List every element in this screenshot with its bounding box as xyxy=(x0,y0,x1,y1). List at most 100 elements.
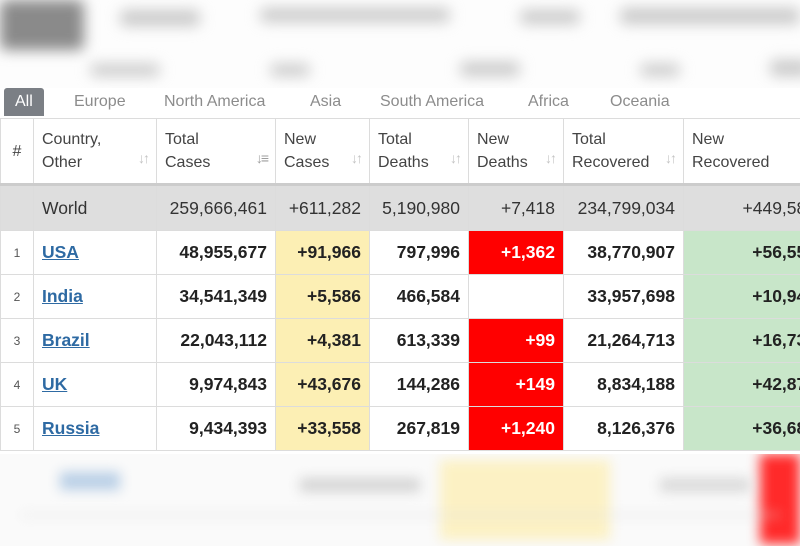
new-cases-cell: +5,586 xyxy=(275,274,370,319)
table-row: 3 Brazil 22,043,112 +4,381 613,339 +99 2… xyxy=(0,318,800,363)
total-recovered-cell: 8,126,376 xyxy=(563,406,684,451)
col-header-new-recovered[interactable]: New Recovered ↓↑ xyxy=(683,118,800,186)
sort-arrows-icon[interactable]: ↓↑ xyxy=(545,150,557,166)
new-cases-cell: +611,282 xyxy=(275,184,370,231)
col-header-new-deaths-line2: Deaths xyxy=(477,154,528,171)
new-deaths-cell: +99 xyxy=(468,318,564,363)
sort-arrows-icon[interactable]: ↓↑ xyxy=(351,150,363,166)
tab-africa[interactable]: Africa xyxy=(528,93,569,110)
new-cases-cell: +33,558 xyxy=(275,406,370,451)
total-deaths-cell: 267,819 xyxy=(369,406,469,451)
rank-cell xyxy=(0,184,34,231)
new-recovered-cell: +10,949 xyxy=(683,274,800,319)
country-cell: Brazil xyxy=(33,318,157,363)
col-header-total-deaths-line1: Total xyxy=(378,131,412,148)
rank-cell: 3 xyxy=(0,318,34,363)
new-recovered-cell: +36,682 xyxy=(683,406,800,451)
col-header-country-line2: Other xyxy=(42,154,83,171)
new-deaths-cell: +149 xyxy=(468,362,564,407)
total-deaths-cell: 613,339 xyxy=(369,318,469,363)
col-header-total-recovered[interactable]: Total Recovered ↓↑ xyxy=(563,118,684,186)
tab-all[interactable]: All xyxy=(4,88,44,116)
col-header-new-deaths-line1: New xyxy=(477,131,510,148)
rank-cell: 5 xyxy=(0,406,34,451)
col-header-country-line1: Country, xyxy=(42,131,102,148)
tab-asia[interactable]: Asia xyxy=(310,93,342,110)
total-deaths-cell: 144,286 xyxy=(369,362,469,407)
region-tabs: All Europe North America Asia South Amer… xyxy=(0,88,800,118)
total-cases-cell: 9,434,393 xyxy=(156,406,276,451)
total-cases-cell: 22,043,112 xyxy=(156,318,276,363)
col-header-total-cases[interactable]: Total Cases ↓≡ xyxy=(156,118,276,186)
total-cases-cell: 9,974,843 xyxy=(156,362,276,407)
col-header-country[interactable]: Country, Other ↓↑ xyxy=(33,118,157,186)
sort-arrows-icon[interactable]: ↓↑ xyxy=(665,150,677,166)
col-header-new-deaths[interactable]: New Deaths ↓↑ xyxy=(468,118,564,186)
blurred-page-header xyxy=(0,0,800,92)
new-cases-cell: +91,966 xyxy=(275,230,370,275)
new-deaths-cell: +1,240 xyxy=(468,406,564,451)
total-recovered-cell: 33,957,698 xyxy=(563,274,684,319)
new-cases-cell: +4,381 xyxy=(275,318,370,363)
tab-north-america[interactable]: North America xyxy=(164,93,266,110)
new-deaths-cell xyxy=(468,274,564,319)
tab-europe[interactable]: Europe xyxy=(74,93,126,110)
sort-arrows-icon[interactable]: ↓↑ xyxy=(450,150,462,166)
country-link[interactable]: Brazil xyxy=(42,330,90,350)
col-header-new-recovered-line1: New xyxy=(692,131,725,148)
total-recovered-cell: 21,264,713 xyxy=(563,318,684,363)
country-link[interactable]: Russia xyxy=(42,418,100,438)
world-total-row: World 259,666,461 +611,282 5,190,980 +7,… xyxy=(0,184,800,231)
col-header-rank[interactable]: # xyxy=(0,118,34,186)
col-header-rank-label: # xyxy=(12,142,22,160)
table-row: 2 India 34,541,349 +5,586 466,584 33,957… xyxy=(0,274,800,319)
sort-descending-icon[interactable]: ↓≡ xyxy=(255,150,269,166)
tab-oceania[interactable]: Oceania xyxy=(610,93,670,110)
new-cases-cell: +43,676 xyxy=(275,362,370,407)
tab-south-america[interactable]: South America xyxy=(380,93,485,110)
total-deaths-cell: 5,190,980 xyxy=(369,184,469,231)
new-recovered-cell: +449,583 xyxy=(683,184,800,231)
col-header-total-recovered-line1: Total xyxy=(572,131,606,148)
total-deaths-cell: 797,996 xyxy=(369,230,469,275)
total-recovered-cell: 38,770,907 xyxy=(563,230,684,275)
col-header-new-cases-line1: New xyxy=(284,131,317,148)
country-cell: World xyxy=(33,184,157,231)
table-row: 5 Russia 9,434,393 +33,558 267,819 +1,24… xyxy=(0,406,800,451)
country-link[interactable]: USA xyxy=(42,242,79,262)
col-header-new-cases-line2: Cases xyxy=(284,154,330,171)
table-header-row: # Country, Other ↓↑ Total Cases ↓≡ New C… xyxy=(0,118,800,186)
table-row: 4 UK 9,974,843 +43,676 144,286 +149 8,83… xyxy=(0,362,800,407)
col-header-total-recovered-line2: Recovered xyxy=(572,154,650,171)
new-deaths-cell: +1,362 xyxy=(468,230,564,275)
country-cell: USA xyxy=(33,230,157,275)
total-cases-cell: 259,666,461 xyxy=(156,184,276,231)
rank-cell: 2 xyxy=(0,274,34,319)
blurred-table-continuation xyxy=(0,454,800,546)
new-deaths-cell: +7,418 xyxy=(468,184,564,231)
new-recovered-cell: +42,873 xyxy=(683,362,800,407)
col-header-total-cases-line1: Total xyxy=(165,131,199,148)
col-header-total-deaths-line2: Deaths xyxy=(378,154,429,171)
rank-cell: 1 xyxy=(0,230,34,275)
country-cell: India xyxy=(33,274,157,319)
total-deaths-cell: 466,584 xyxy=(369,274,469,319)
country-link[interactable]: UK xyxy=(42,374,68,394)
country-link[interactable]: India xyxy=(42,286,83,306)
table-row: 1 USA 48,955,677 +91,966 797,996 +1,362 … xyxy=(0,230,800,275)
country-cell: UK xyxy=(33,362,157,407)
total-cases-cell: 48,955,677 xyxy=(156,230,276,275)
country-cell: Russia xyxy=(33,406,157,451)
total-recovered-cell: 234,799,034 xyxy=(563,184,684,231)
col-header-total-cases-line2: Cases xyxy=(165,154,211,171)
new-recovered-cell: +56,553 xyxy=(683,230,800,275)
covid-stats-table: # Country, Other ↓↑ Total Cases ↓≡ New C… xyxy=(0,118,800,451)
col-header-new-cases[interactable]: New Cases ↓↑ xyxy=(275,118,370,186)
total-recovered-cell: 8,834,188 xyxy=(563,362,684,407)
sort-arrows-icon[interactable]: ↓↑ xyxy=(138,150,150,166)
col-header-new-recovered-line2: Recovered xyxy=(692,154,770,171)
total-cases-cell: 34,541,349 xyxy=(156,274,276,319)
col-header-total-deaths[interactable]: Total Deaths ↓↑ xyxy=(369,118,469,186)
rank-cell: 4 xyxy=(0,362,34,407)
covid-stats-table-container: # Country, Other ↓↑ Total Cases ↓≡ New C… xyxy=(0,118,800,454)
